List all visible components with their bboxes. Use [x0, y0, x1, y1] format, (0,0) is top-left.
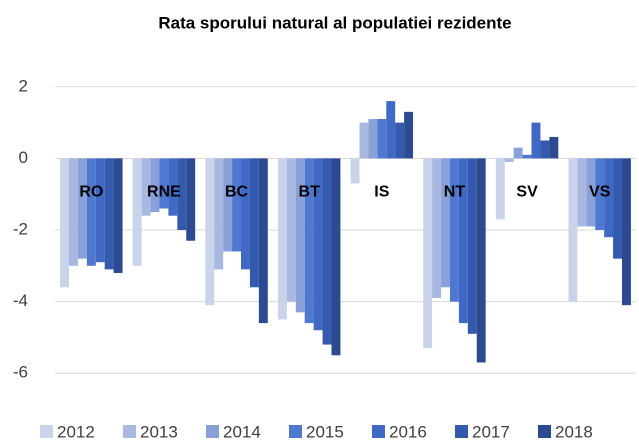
bar [467, 158, 477, 334]
y-tick-label: -6 [13, 363, 28, 382]
bar [568, 158, 578, 302]
bar [522, 154, 532, 159]
bar [159, 158, 169, 209]
bar [504, 158, 514, 162]
legend-swatch [372, 425, 385, 438]
bar [577, 158, 587, 227]
y-tick-label: 2 [19, 76, 28, 95]
bar [432, 158, 442, 299]
bar [595, 158, 605, 230]
bar [258, 158, 268, 324]
bar [286, 158, 296, 302]
bar [331, 158, 341, 356]
bar [386, 101, 396, 159]
bar [95, 158, 105, 263]
bar [476, 158, 486, 363]
legend-swatch [123, 425, 136, 438]
bar [77, 158, 87, 259]
bar [322, 158, 332, 345]
bar [549, 136, 559, 159]
bar [350, 158, 360, 184]
bar [113, 158, 123, 273]
bar [304, 158, 314, 324]
bar [86, 158, 96, 266]
bar [395, 122, 405, 159]
legend-swatch [455, 425, 468, 438]
bar [141, 158, 151, 216]
y-tick-label: 0 [19, 148, 28, 167]
category-label: RNE [147, 184, 181, 201]
legend-label: 2016 [389, 422, 427, 441]
category-label: SV [516, 184, 538, 201]
legend-label: 2014 [223, 422, 261, 441]
y-tick-label: -4 [13, 291, 28, 310]
category-label: VS [589, 184, 611, 201]
category-label: NT [444, 184, 466, 201]
legend-label: 2017 [472, 422, 510, 441]
bar [150, 158, 160, 213]
bar [404, 111, 414, 159]
bar [513, 147, 523, 159]
bar [540, 140, 550, 159]
bar [531, 122, 541, 159]
bar [205, 158, 215, 306]
bar [132, 158, 142, 266]
chart-title: Rata sporului natural al populatiei rezi… [158, 13, 511, 32]
bar [223, 158, 233, 252]
bar [186, 158, 196, 241]
bar [249, 158, 259, 288]
bar [232, 158, 242, 252]
bar [449, 158, 459, 302]
legend-label: 2012 [57, 422, 95, 441]
y-tick-label: -2 [13, 219, 28, 238]
bar [69, 158, 78, 266]
bar [295, 158, 305, 313]
bar [313, 158, 323, 331]
bar [604, 158, 614, 238]
bar [586, 158, 596, 227]
category-label: BC [225, 184, 249, 201]
bar [359, 122, 369, 159]
bar [177, 158, 187, 230]
legend-swatch [206, 425, 219, 438]
bar [613, 158, 622, 259]
bar [458, 158, 468, 324]
bar [60, 158, 70, 288]
bar [241, 158, 250, 270]
bar [495, 158, 505, 220]
bar [214, 158, 224, 270]
bar [168, 158, 178, 216]
bar [621, 158, 631, 306]
bar [104, 158, 114, 270]
category-label: RO [79, 184, 103, 201]
legend-swatch [40, 425, 53, 438]
bar [377, 119, 387, 159]
category-label: IS [374, 184, 389, 201]
category-label: BT [299, 184, 321, 201]
bar [277, 158, 287, 320]
legend-label: 2018 [555, 422, 593, 441]
legend-label: 2013 [140, 422, 178, 441]
bar [423, 158, 433, 349]
legend-swatch [289, 425, 302, 438]
legend-label: 2015 [306, 422, 344, 441]
legend-swatch [538, 425, 551, 438]
bar [368, 119, 378, 159]
bar [441, 158, 450, 288]
